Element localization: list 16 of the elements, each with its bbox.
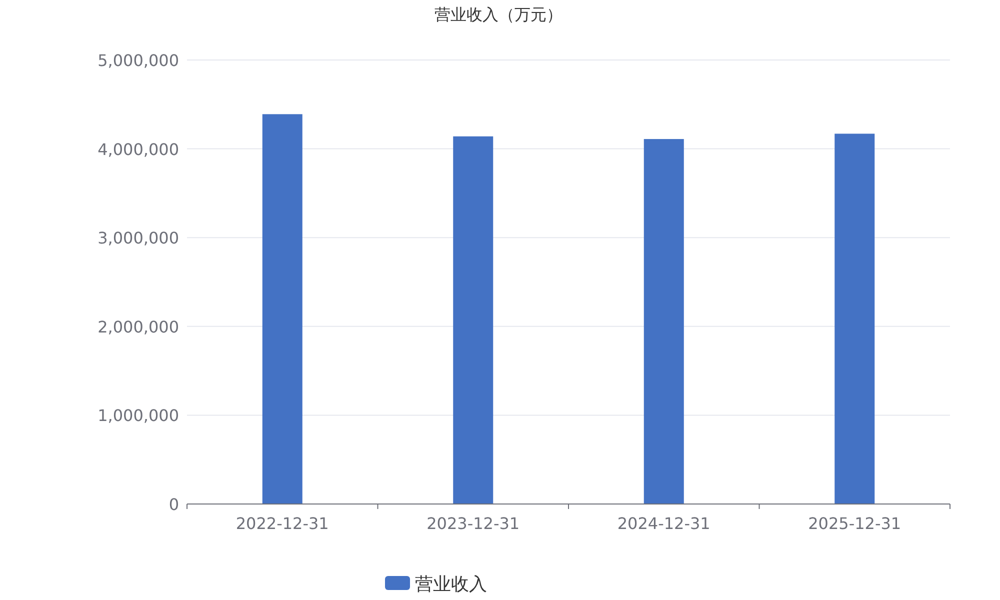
- bar: [453, 136, 494, 504]
- chart-title: 营业收入（万元）: [434, 5, 562, 24]
- y-tick-label: 2,000,000: [98, 317, 179, 336]
- bar: [262, 114, 302, 504]
- y-tick-label: 0: [168, 495, 179, 514]
- legend-label: 营业收入: [415, 574, 487, 595]
- bar: [834, 134, 875, 504]
- y-tick-label: 3,000,000: [98, 228, 179, 248]
- x-tick-label: 2025-12-31: [808, 514, 902, 533]
- y-tick-label: 4,000,000: [98, 140, 179, 159]
- x-tick-label: 2023-12-31: [426, 514, 520, 533]
- y-tick-label: 1,000,000: [98, 406, 179, 426]
- bar: [644, 139, 684, 504]
- y-tick-label: 5,000,000: [98, 51, 179, 70]
- x-tick-label: 2022-12-31: [236, 514, 329, 533]
- x-tick-label: 2024-12-31: [617, 514, 710, 533]
